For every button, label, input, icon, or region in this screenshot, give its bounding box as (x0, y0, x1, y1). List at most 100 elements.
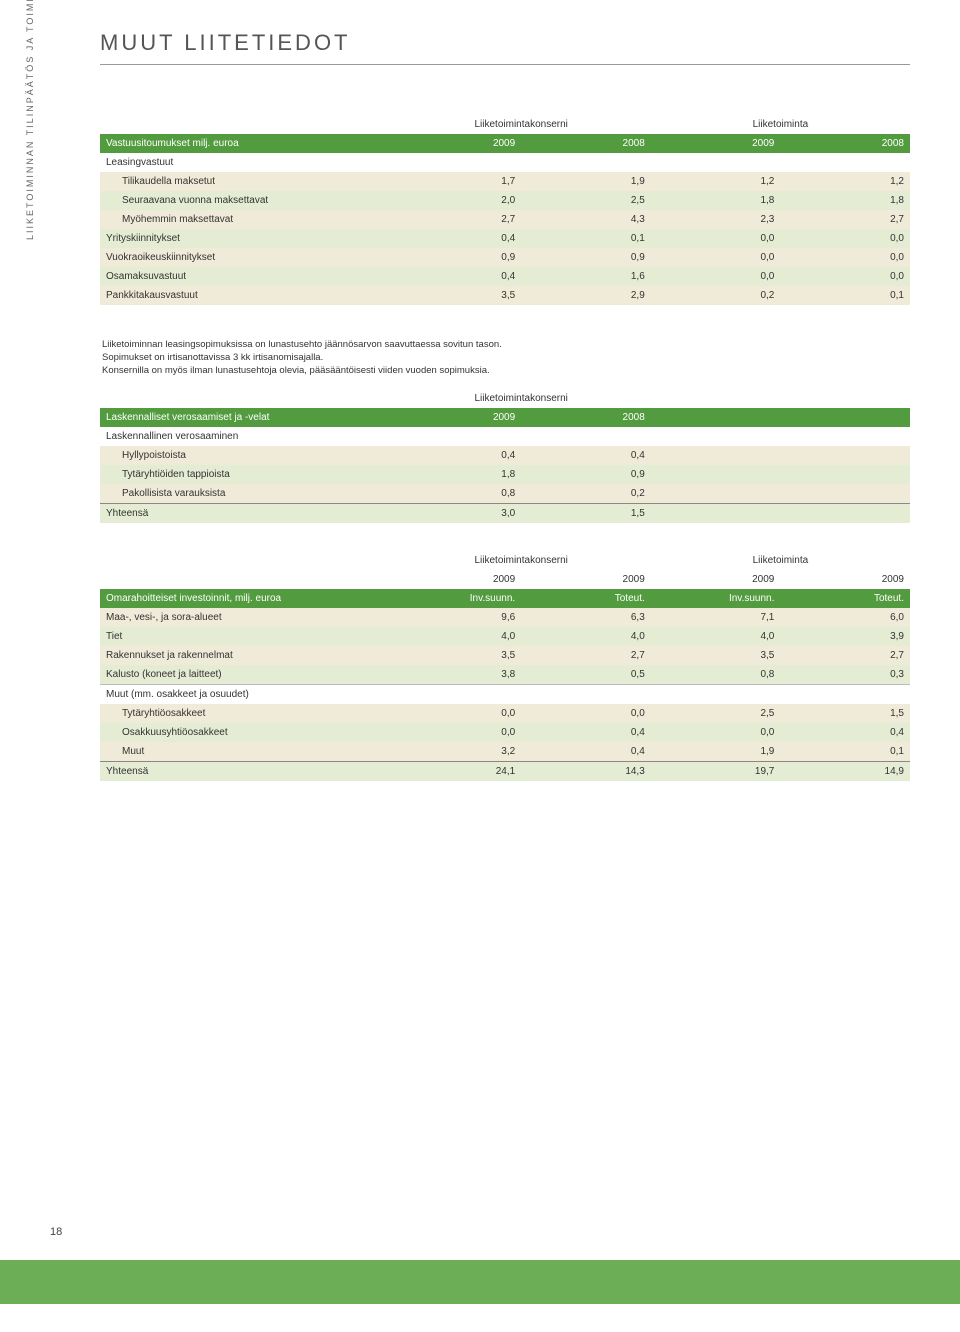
row-value: 0,1 (780, 742, 910, 762)
row-value: 0,8 (392, 484, 522, 504)
row-value: 1,5 (780, 704, 910, 723)
table1-header-label: Vastuusitoumukset milj. euroa (100, 134, 392, 153)
row-label: Muut (100, 742, 392, 762)
row-value: 3,9 (780, 627, 910, 646)
row-value (780, 504, 910, 524)
table-vastuusitoumukset: Liiketoimintakonserni Liiketoiminta Vast… (100, 115, 910, 305)
row-value: 0,1 (780, 286, 910, 305)
table3-col-2: Inv.suunn. (651, 589, 781, 608)
table1-row: Pankkitakausvastuut3,52,90,20,1 (100, 286, 910, 305)
table1-header-row: Vastuusitoumukset milj. euroa 2009 2008 … (100, 134, 910, 153)
page-number: 18 (50, 1226, 62, 1238)
table3-row: Rakennukset ja rakennelmat3,52,73,52,7 (100, 646, 910, 665)
row-value: 3,5 (392, 646, 522, 665)
row-value: 24,1 (392, 762, 522, 782)
row-label: Yrityskiinnitykset (100, 229, 392, 248)
footer-strip (0, 1260, 960, 1304)
row-value: 0,9 (521, 248, 651, 267)
row-value: 2,9 (521, 286, 651, 305)
row-value: 0,4 (392, 229, 522, 248)
row-label: Tytäryhtiöiden tappioista (100, 465, 392, 484)
row-value (651, 465, 781, 484)
row-value: 3,5 (392, 286, 522, 305)
table3-row: Osakkuusyhtiöosakkeet0,00,40,00,4 (100, 723, 910, 742)
row-value: 14,9 (780, 762, 910, 782)
row-label: Pakollisista varauksista (100, 484, 392, 504)
table-laskennalliset: Liiketoimintakonserni Laskennalliset ver… (100, 389, 910, 523)
table2-year-0: 2009 (392, 408, 522, 427)
page-container: LIIKETOIMINNAN TILINPÄÄTÖS JA TOIMINTAKE… (0, 0, 960, 1260)
table1-row: Myöhemmin maksettavat2,74,32,32,7 (100, 210, 910, 229)
row-value: 1,5 (521, 504, 651, 524)
row-value: 0,1 (521, 229, 651, 248)
row-value (780, 446, 910, 465)
row-value: 4,0 (392, 627, 522, 646)
row-value: 0,0 (392, 723, 522, 742)
row-value (780, 465, 910, 484)
row-value (780, 484, 910, 504)
row-value: 4,3 (521, 210, 651, 229)
row-value: 14,3 (521, 762, 651, 782)
row-value: 1,8 (651, 191, 781, 210)
row-label: Kalusto (koneet ja laitteet) (100, 665, 392, 685)
row-value: 0,4 (780, 723, 910, 742)
row-value: 2,5 (521, 191, 651, 210)
table3-yeartop-2: 2009 (651, 570, 781, 589)
row-value: 0,0 (651, 229, 781, 248)
table1-row: Seuraavana vuonna maksettavat2,02,51,81,… (100, 191, 910, 210)
row-value: 4,0 (521, 627, 651, 646)
row-value: 0,4 (521, 723, 651, 742)
table2-row: Hyllypoistoista0,40,4 (100, 446, 910, 465)
table3-col-0: Inv.suunn. (392, 589, 522, 608)
table1-superheader: Liiketoimintakonserni Liiketoiminta (100, 115, 910, 134)
table3-col-1: Toteut. (521, 589, 651, 608)
row-label: Tiet (100, 627, 392, 646)
row-value: 6,0 (780, 608, 910, 627)
table1-year-2: 2009 (651, 134, 781, 153)
row-value: 0,0 (780, 229, 910, 248)
row-value: 3,8 (392, 665, 522, 685)
row-value: 2,0 (392, 191, 522, 210)
row-value: 4,0 (651, 627, 781, 646)
row-value: 0,4 (392, 267, 522, 286)
row-label: Rakennukset ja rakennelmat (100, 646, 392, 665)
table3-super-left: Liiketoimintakonserni (392, 551, 651, 570)
table3-super-right: Liiketoiminta (651, 551, 910, 570)
table3-row: Tiet4,04,04,03,9 (100, 627, 910, 646)
table3-col-3: Toteut. (780, 589, 910, 608)
row-value: 0,8 (651, 665, 781, 685)
row-value: 1,8 (780, 191, 910, 210)
row-label: Pankkitakausvastuut (100, 286, 392, 305)
row-value: 0,0 (651, 723, 781, 742)
row-value: 0,0 (780, 248, 910, 267)
row-label: Myöhemmin maksettavat (100, 210, 392, 229)
row-value: 1,9 (521, 172, 651, 191)
row-label: Laskennallinen verosaaminen (100, 427, 392, 446)
row-value: 2,5 (651, 704, 781, 723)
table1-year-0: 2009 (392, 134, 522, 153)
table3-years-row: 2009 2009 2009 2009 (100, 570, 910, 589)
table3-yeartop-3: 2009 (780, 570, 910, 589)
row-value: 0,4 (392, 446, 522, 465)
row-value: 2,7 (780, 646, 910, 665)
row-value: 0,0 (651, 267, 781, 286)
row-value: 7,1 (651, 608, 781, 627)
row-value: 0,0 (521, 704, 651, 723)
row-value: 1,7 (392, 172, 522, 191)
table3-row: Muut (mm. osakkeet ja osuudet) (100, 685, 910, 705)
row-value: 1,2 (651, 172, 781, 191)
table1-row: Yrityskiinnitykset0,40,10,00,0 (100, 229, 910, 248)
row-value: 1,9 (651, 742, 781, 762)
table3-yeartop-1: 2009 (521, 570, 651, 589)
table2-header-row: Laskennalliset verosaamiset ja -velat 20… (100, 408, 910, 427)
row-value: 1,8 (392, 465, 522, 484)
row-value (651, 446, 781, 465)
row-value: 0,4 (521, 742, 651, 762)
table3-row: Tytäryhtiöosakkeet0,00,02,51,5 (100, 704, 910, 723)
row-value: 9,6 (392, 608, 522, 627)
table3-row: Muut3,20,41,90,1 (100, 742, 910, 762)
table2-row: Yhteensä3,01,5 (100, 504, 910, 524)
row-value: 2,7 (392, 210, 522, 229)
row-value: 2,7 (780, 210, 910, 229)
table1-row: Leasingvastuut (100, 153, 910, 172)
